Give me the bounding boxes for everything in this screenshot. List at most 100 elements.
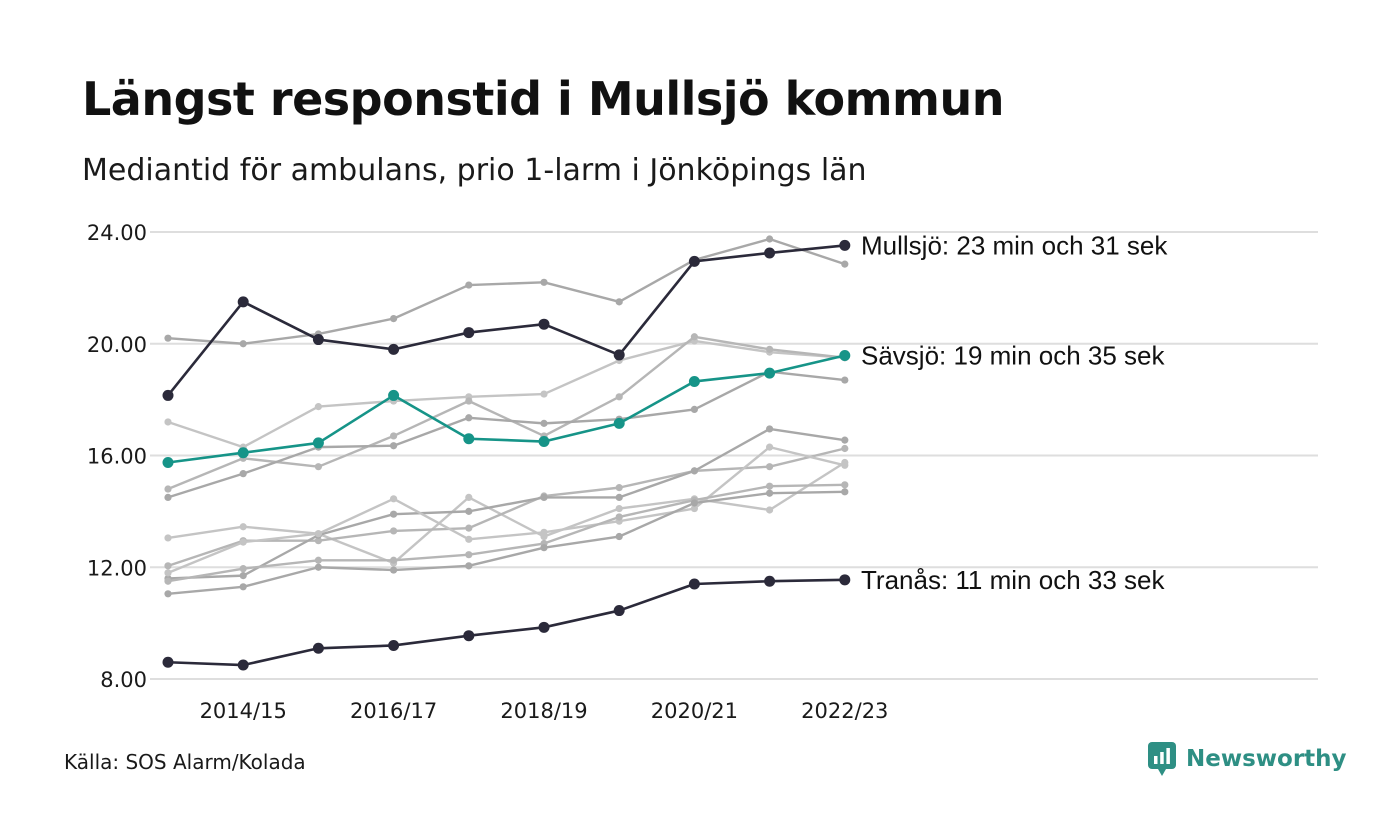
background-series-point [164,534,172,542]
series-tranas-point [463,630,475,642]
background-series-point [239,470,247,478]
series-savsjo-point [463,433,475,445]
background-series-point [390,556,398,564]
background-series-line [167,237,846,345]
background-series-line [167,490,845,595]
background-series-point [540,528,548,536]
background-series-point [164,334,172,342]
background-series [164,443,849,577]
background-series-point [164,418,172,426]
background-series-point [615,504,623,513]
background-series-point [615,484,623,492]
background-series-point [239,572,247,580]
series-savsjo-point [688,375,700,387]
background-series-point [615,493,623,502]
background-series-point [164,485,172,493]
background-series-point [766,443,774,451]
y-tick-label: 24.00 [87,221,147,245]
background-series-point [540,419,548,427]
background-series-line [167,335,845,491]
brand-logo: Newsworthy [1148,742,1347,776]
series-savsjo [162,349,851,468]
background-series-point [766,463,774,471]
annotation-mullsjo: Mullsjö: 23 min och 31 sek [861,230,1168,260]
background-series-point [465,507,473,515]
series-tranas-point [538,621,550,633]
background-series-line [167,461,846,565]
background-series-point [390,495,398,503]
series-savsjo-line [167,354,846,464]
series-mullsjo-point [237,296,249,308]
y-tick-label: 8.00 [100,668,147,692]
background-series-point [314,537,322,545]
chart-subtitle: Mediantid för ambulans, prio 1-larm i Jö… [82,153,867,188]
background-series-point [390,315,398,323]
background-series-point [239,538,247,546]
background-series-point [766,506,774,514]
background-series-point [766,482,774,490]
x-tick-label: 2020/21 [651,699,738,723]
newsworthy-logo-icon [1148,742,1176,776]
background-series-point [841,376,849,384]
background-series [164,488,849,598]
background-series-point [766,489,774,497]
series-mullsjo [162,239,851,401]
series-tranas-point [162,656,174,668]
background-series-point [841,444,849,453]
series-savsjo-point [312,437,324,449]
chart-title: Längst responstid i Mullsjö kommun [82,72,1004,126]
background-series [164,235,849,598]
background-series-point [164,493,172,502]
series-tranas-point [764,575,776,587]
background-series-line [167,339,845,449]
series-tranas-point [839,574,851,586]
series-savsjo-point [162,456,174,468]
background-series-point [465,524,473,532]
background-series-line [167,445,846,574]
background-series-point [314,530,322,538]
x-axis-ticks: 2014/15 2016/17 2018/19 2020/21 2022/23 [200,699,889,723]
background-series-point [164,590,172,598]
background-series-point [465,562,473,570]
background-series-line [167,370,845,499]
background-series-point [239,340,247,348]
series-mullsjo-point [538,318,550,330]
series-tranas-point [388,639,400,651]
series-savsjo-point [388,389,400,401]
background-series-point [465,414,473,422]
series-mullsjo-point [162,389,174,401]
background-series-point [841,481,849,489]
background-series-point [841,260,849,268]
y-tick-label: 20.00 [87,333,147,357]
series-mullsjo-point [312,334,324,346]
background-series-point [314,563,322,571]
series-mullsjo-point [388,343,400,355]
background-series-point [164,562,172,570]
series-tranas-point [237,659,249,671]
series-mullsjo-point [839,239,851,251]
background-series-line [167,427,845,580]
background-series-point [690,504,699,513]
background-series-point [615,532,623,541]
background-series-point [390,527,398,535]
background-series-point [615,513,623,521]
background-series-point [239,583,247,591]
background-series-point [540,278,548,286]
brand-name: Newsworthy [1186,746,1347,772]
background-series-point [690,333,699,341]
background-series-point [390,510,398,518]
background-series-point [615,393,623,401]
background-series [164,235,849,348]
background-series-point [690,405,699,414]
y-tick-label: 16.00 [87,445,147,469]
background-series-point [314,463,322,471]
background-series-point [314,403,322,411]
series-savsjo-point [613,417,625,429]
background-series-point [465,535,473,543]
background-series-point [390,432,398,440]
series-savsjo-point [538,436,550,448]
series-savsjo-point [237,447,249,459]
background-series-point [540,493,548,502]
background-series-point [615,298,623,306]
background-series-point [239,565,247,573]
